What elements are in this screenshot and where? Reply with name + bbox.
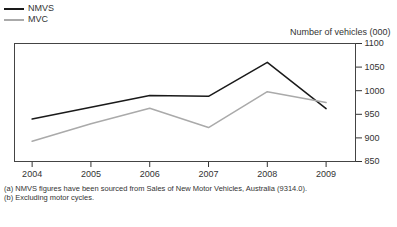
html-text:(b) Excluding motor cycles.: (b) Excluding motor cycles.	[4, 193, 94, 202]
html-text:(a) NMVS figures have been sou: (a) NMVS figures have been sourced from …	[4, 184, 308, 193]
svg-text:950: 950	[365, 109, 380, 119]
svg-text:2004: 2004	[22, 169, 42, 179]
svg-text:1000: 1000	[365, 86, 385, 96]
svg-text:Number of vehicles (000): Number of vehicles (000)	[290, 27, 391, 37]
svg-text:2006: 2006	[140, 169, 160, 179]
html-text:MVC: MVC	[28, 14, 48, 24]
svg-text:1100: 1100	[365, 38, 384, 48]
svg-text:2009: 2009	[316, 169, 336, 179]
svg-text:2007: 2007	[199, 169, 219, 179]
svg-text:900: 900	[365, 133, 380, 143]
html-text:NMVS: NMVS	[28, 3, 54, 13]
svg-text:2005: 2005	[81, 169, 101, 179]
svg-text:2008: 2008	[257, 169, 277, 179]
svg-text:1050: 1050	[365, 62, 385, 72]
svg-text:850: 850	[365, 156, 380, 166]
